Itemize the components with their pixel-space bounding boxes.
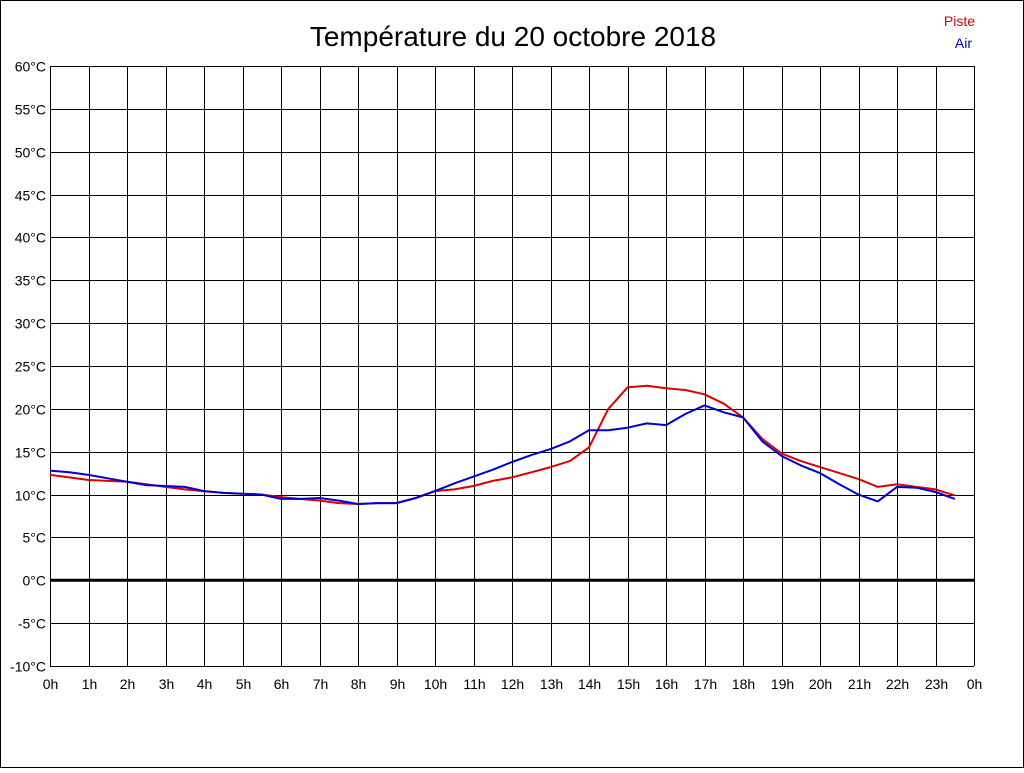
y-tick-label: 35°C bbox=[15, 273, 46, 289]
x-tick-label: 6h bbox=[274, 676, 290, 692]
y-tick-label: 45°C bbox=[15, 188, 46, 204]
x-tick-label: 19h bbox=[771, 676, 794, 692]
y-tick-label: -5°C bbox=[18, 616, 46, 632]
x-tick-label: 5h bbox=[236, 676, 252, 692]
x-tick-label: 16h bbox=[655, 676, 678, 692]
x-tick-label: 10h bbox=[424, 676, 447, 692]
x-tick-label: 1h bbox=[82, 676, 98, 692]
x-tick-label: 18h bbox=[732, 676, 755, 692]
y-tick-label: 55°C bbox=[15, 102, 46, 118]
y-tick-label: 40°C bbox=[15, 230, 46, 246]
y-tick-label: -10°C bbox=[10, 659, 46, 675]
y-tick-label: 30°C bbox=[15, 316, 46, 332]
y-axis-ticks: 60°C 55°C 50°C 45°C 40°C 35°C 30°C 25°C 20°C 15°C… bbox=[10, 59, 46, 675]
x-tick-label: 12h bbox=[501, 676, 524, 692]
legend-entry-piste: Piste bbox=[944, 13, 975, 29]
x-tick-label: 0h bbox=[967, 676, 983, 692]
x-tick-label: 8h bbox=[351, 676, 367, 692]
y-tick-label: 0°C bbox=[23, 573, 47, 589]
series-layer bbox=[49, 384, 956, 505]
x-tick-label: 22h bbox=[886, 676, 909, 692]
y-tick-label: 60°C bbox=[15, 59, 46, 75]
x-tick-label: 21h bbox=[848, 676, 871, 692]
x-tick-label: 15h bbox=[617, 676, 640, 692]
x-tick-label: 7h bbox=[313, 676, 329, 692]
y-tick-label: 25°C bbox=[15, 359, 46, 375]
x-tick-label: 14h bbox=[578, 676, 601, 692]
y-tick-label: 50°C bbox=[15, 145, 46, 161]
y-tick-label: 20°C bbox=[15, 402, 46, 418]
series-line-air bbox=[49, 404, 956, 505]
x-tick-label: 4h bbox=[197, 676, 213, 692]
chart-title: Température du 20 octobre 2018 bbox=[310, 21, 716, 52]
y-tick-label: 15°C bbox=[15, 445, 46, 461]
x-tick-label: 17h bbox=[694, 676, 717, 692]
legend-entry-air: Air bbox=[955, 35, 972, 51]
y-tick-label: 5°C bbox=[23, 530, 47, 546]
x-tick-label: 13h bbox=[540, 676, 563, 692]
x-tick-label: 0h bbox=[43, 676, 59, 692]
x-tick-label: 11h bbox=[463, 676, 485, 692]
x-tick-label: 2h bbox=[120, 676, 136, 692]
x-tick-label: 9h bbox=[390, 676, 406, 692]
grid bbox=[50, 66, 975, 667]
x-axis-ticks: 0h 1h 2h 3h 4h 5h 6h 7h 8h 9h 10h 11h 12h 13h 14h 15h 16… bbox=[43, 676, 983, 692]
x-tick-label: 20h bbox=[809, 676, 832, 692]
y-tick-label: 10°C bbox=[15, 488, 46, 504]
x-tick-label: 23h bbox=[925, 676, 948, 692]
x-tick-label: 3h bbox=[159, 676, 175, 692]
